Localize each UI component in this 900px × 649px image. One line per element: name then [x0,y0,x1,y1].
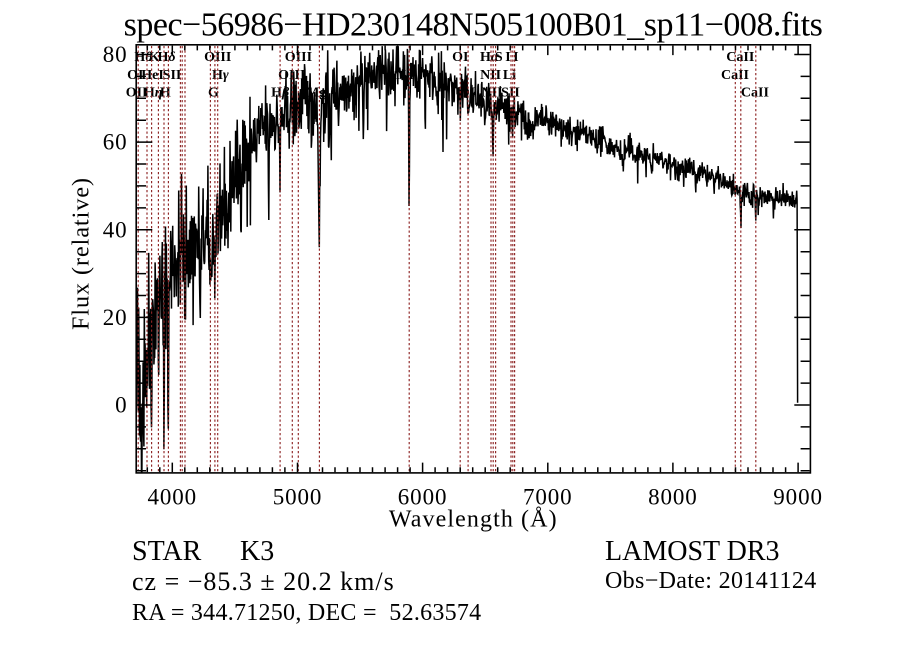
svg-text:40: 40 [103,217,128,242]
svg-text:spec−56986−HD230148N505100B01_: spec−56986−HD230148N505100B01_sp11−008.f… [124,7,823,44]
svg-text:HeI: HeI [141,68,164,83]
svg-text:SII: SII [495,50,521,65]
svg-text:0: 0 [115,393,127,418]
svg-text:Hγ: Hγ [212,68,229,83]
svg-text:OI: OI [452,50,468,65]
svg-text:Flux (relative): Flux (relative) [69,177,95,330]
svg-text:CaII: CaII [741,86,769,101]
svg-text:OIII: OIII [285,50,312,65]
svg-text:7000: 7000 [523,485,573,510]
svg-text:4000: 4000 [147,485,197,510]
svg-text:STAR: STAR [132,536,202,567]
svg-text:G: G [208,86,219,101]
svg-text:CaII: CaII [721,68,749,83]
svg-text:20: 20 [103,305,128,330]
svg-text:K: K [149,50,160,65]
svg-text:Hα: Hα [480,50,499,65]
svg-text:CaII: CaII [726,50,754,65]
svg-text:60: 60 [103,130,128,155]
svg-text:SII: SII [163,68,182,83]
svg-text:Obs−Date: 20141124: Obs−Date: 20141124 [605,568,817,594]
svg-text:6000: 6000 [398,485,448,510]
svg-text:8000: 8000 [648,485,698,510]
svg-text:cz = −85.3 ± 20.2 km/s: cz = −85.3 ± 20.2 km/s [132,567,395,596]
svg-text:Wavelength (Å): Wavelength (Å) [389,507,558,533]
svg-text:9000: 9000 [773,485,823,510]
svg-text:5000: 5000 [273,485,323,510]
svg-text:H: H [160,86,171,101]
svg-text:K3: K3 [240,536,274,567]
svg-text:Hδ: Hδ [157,50,175,65]
svg-text:80: 80 [103,42,128,67]
svg-text:OI: OI [127,68,143,83]
svg-text:RA = 344.71250, DEC = 52.6357: RA = 344.71250, DEC = 52.63574 [132,600,481,626]
svg-text:LAMOST DR3: LAMOST DR3 [605,536,780,567]
